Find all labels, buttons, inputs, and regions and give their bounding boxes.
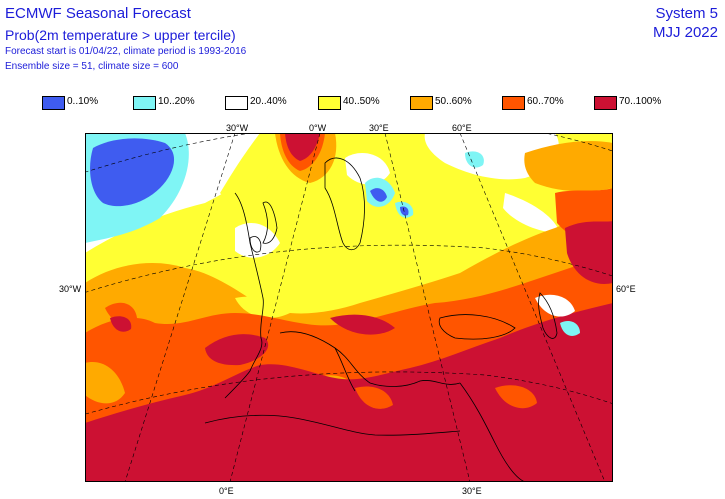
lon-label-60e-top: 60°E [452,123,472,133]
lat-label-right: 60°E [616,284,636,294]
coast-great-britain [262,201,278,244]
zone-20-40-caspian [535,294,575,317]
legend: 0..10% 10..20% 20..40% 40..50% 50..60% 6… [0,96,725,110]
legend-swatch [410,96,433,110]
zone-cold [85,133,580,336]
coast-north-africa [204,414,461,436]
zone-10-20-russia [465,151,484,168]
legend-swatch [594,96,617,110]
lon-line-30w [124,133,236,482]
legend-swatch [225,96,248,110]
legend-swatch [42,96,65,110]
coastlines [204,157,558,482]
lon-line-30e [384,133,471,482]
map-frame [85,133,613,482]
coast-scandinavia [324,157,365,251]
probability-map [85,133,613,482]
legend-label: 40..50% [343,96,380,107]
lon-label-0e-bottom: 0°E [219,486,234,496]
subtitle: Prob(2m temperature > upper tercile) [5,27,236,43]
coast-mediterranean-north [279,331,461,387]
coast-red-sea [459,382,526,482]
graticule [85,133,613,482]
zone-0-10-scandinavia [370,188,387,202]
period-label: MJJ 2022 [652,24,718,41]
legend-label: 20..40% [250,96,287,107]
coast-britain [249,236,262,253]
legend-label: 50..60% [435,96,472,107]
coast-black-sea [438,314,516,340]
zone-70-100 [85,133,613,482]
legend-swatch [318,96,341,110]
lon-label-0w-top: 0°W [309,123,327,133]
forecast-info: Forecast start is 01/04/22, climate peri… [5,46,247,57]
system-label: System 5 [655,5,718,22]
zone-60-70-patches [355,385,537,409]
coast-western-europe [224,192,264,399]
legend-swatch [502,96,525,110]
lon-label-30w-top: 30°W [226,123,249,133]
title: ECMWF Seasonal Forecast [5,5,191,22]
legend-swatch [133,96,156,110]
lat-line-30n [85,371,613,415]
lat-label-left: 30°W [59,284,82,294]
legend-label: 70..100% [619,96,662,107]
legend-label: 10..20% [158,96,195,107]
zone-0-10-greenland [90,138,175,207]
coast-italy [334,347,356,392]
legend-label: 0..10% [67,96,99,107]
lon-label-30e-top: 30°E [369,123,389,133]
ensemble-info: Ensemble size = 51, climate size = 600 [5,61,179,72]
coast-caspian-sea [538,292,558,339]
legend-label: 60..70% [527,96,564,107]
zone-10-20-caspian [560,321,580,336]
lon-label-30e-bottom: 30°E [462,486,482,496]
